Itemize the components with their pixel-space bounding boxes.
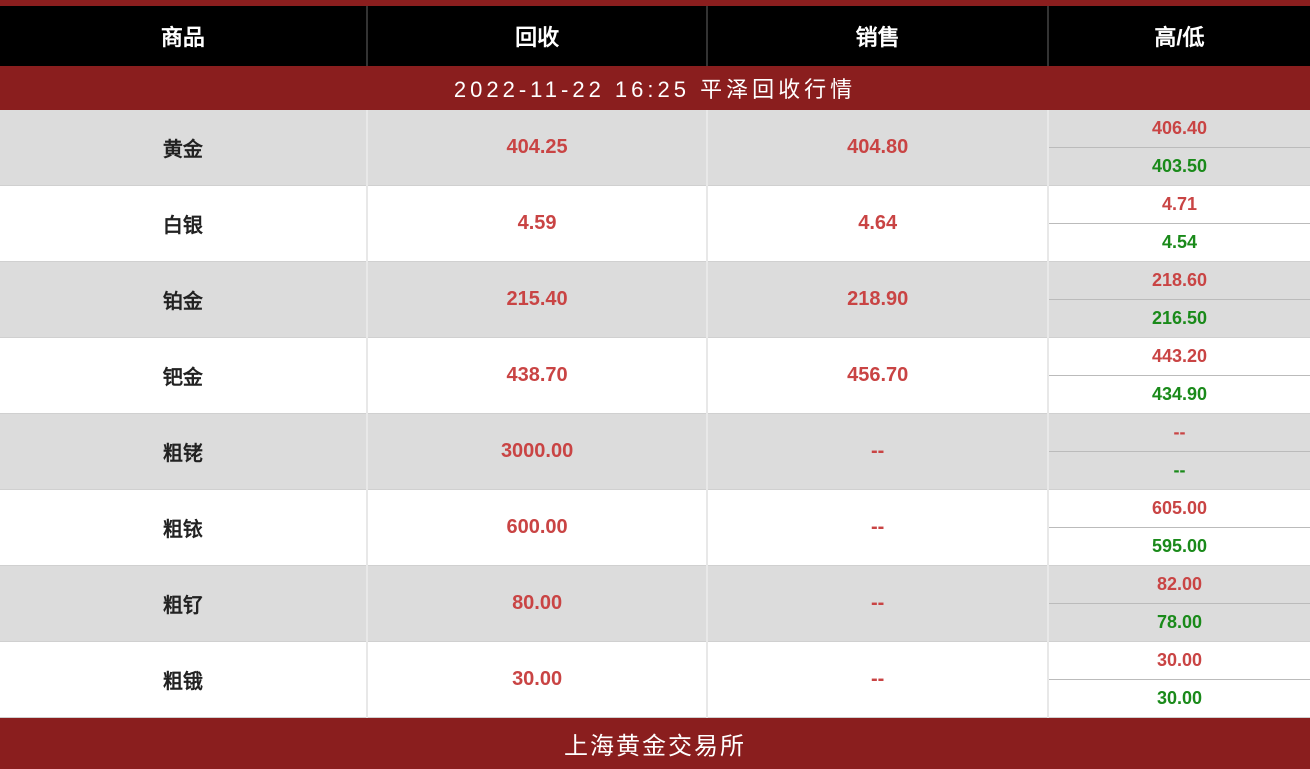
high-low-cell: 218.60216.50 [1048, 262, 1310, 338]
high-value: 4.71 [1049, 186, 1310, 224]
header-product: 商品 [0, 6, 367, 66]
table-row: 粗锇30.00--30.0030.00 [0, 642, 1310, 718]
table-row: 粗铑3000.00------ [0, 414, 1310, 490]
product-name: 粗钌 [0, 566, 367, 642]
header-highlow: 高/低 [1048, 6, 1310, 66]
footer-text: 上海黄金交易所 [0, 718, 1310, 769]
sell-price: -- [707, 642, 1048, 718]
sell-price: 404.80 [707, 110, 1048, 186]
buy-price: 80.00 [367, 566, 708, 642]
header-buy: 回收 [367, 6, 708, 66]
high-value: 406.40 [1049, 110, 1310, 148]
footer-row: 上海黄金交易所 [0, 718, 1310, 769]
table-row: 黄金404.25404.80406.40403.50 [0, 110, 1310, 186]
banner-text: 2022-11-22 16:25 平泽回收行情 [0, 66, 1310, 110]
high-low-cell: 82.0078.00 [1048, 566, 1310, 642]
header-sell: 销售 [707, 6, 1048, 66]
high-value: -- [1049, 414, 1310, 452]
product-name: 铂金 [0, 262, 367, 338]
buy-price: 4.59 [367, 186, 708, 262]
low-value: 78.00 [1049, 604, 1310, 641]
product-name: 粗铱 [0, 490, 367, 566]
high-value: 30.00 [1049, 642, 1310, 680]
buy-price: 3000.00 [367, 414, 708, 490]
high-low-cell: 4.714.54 [1048, 186, 1310, 262]
buy-price: 404.25 [367, 110, 708, 186]
low-value: -- [1049, 452, 1310, 489]
high-low-cell: 605.00595.00 [1048, 490, 1310, 566]
table-header-row: 商品 回收 销售 高/低 [0, 6, 1310, 66]
low-value: 4.54 [1049, 224, 1310, 261]
table-row: 铂金215.40218.90218.60216.50 [0, 262, 1310, 338]
high-low-cell: 30.0030.00 [1048, 642, 1310, 718]
low-value: 216.50 [1049, 300, 1310, 337]
product-name: 粗锇 [0, 642, 367, 718]
sell-price: 456.70 [707, 338, 1048, 414]
table-row: 钯金438.70456.70443.20434.90 [0, 338, 1310, 414]
high-value: 218.60 [1049, 262, 1310, 300]
buy-price: 30.00 [367, 642, 708, 718]
product-name: 钯金 [0, 338, 367, 414]
buy-price: 438.70 [367, 338, 708, 414]
high-low-cell: 443.20434.90 [1048, 338, 1310, 414]
high-value: 443.20 [1049, 338, 1310, 376]
buy-price: 600.00 [367, 490, 708, 566]
high-low-cell: ---- [1048, 414, 1310, 490]
high-value: 605.00 [1049, 490, 1310, 528]
sell-price: -- [707, 566, 1048, 642]
sell-price: 218.90 [707, 262, 1048, 338]
high-low-cell: 406.40403.50 [1048, 110, 1310, 186]
price-table: 商品 回收 销售 高/低 2022-11-22 16:25 平泽回收行情 黄金4… [0, 6, 1310, 769]
sell-price: -- [707, 490, 1048, 566]
low-value: 434.90 [1049, 376, 1310, 413]
low-value: 595.00 [1049, 528, 1310, 565]
high-value: 82.00 [1049, 566, 1310, 604]
low-value: 30.00 [1049, 680, 1310, 717]
table-row: 粗钌80.00--82.0078.00 [0, 566, 1310, 642]
product-name: 粗铑 [0, 414, 367, 490]
product-name: 白银 [0, 186, 367, 262]
buy-price: 215.40 [367, 262, 708, 338]
sell-price: -- [707, 414, 1048, 490]
sell-price: 4.64 [707, 186, 1048, 262]
product-name: 黄金 [0, 110, 367, 186]
banner-row: 2022-11-22 16:25 平泽回收行情 [0, 66, 1310, 110]
low-value: 403.50 [1049, 148, 1310, 185]
table-row: 粗铱600.00--605.00595.00 [0, 490, 1310, 566]
table-row: 白银4.594.644.714.54 [0, 186, 1310, 262]
